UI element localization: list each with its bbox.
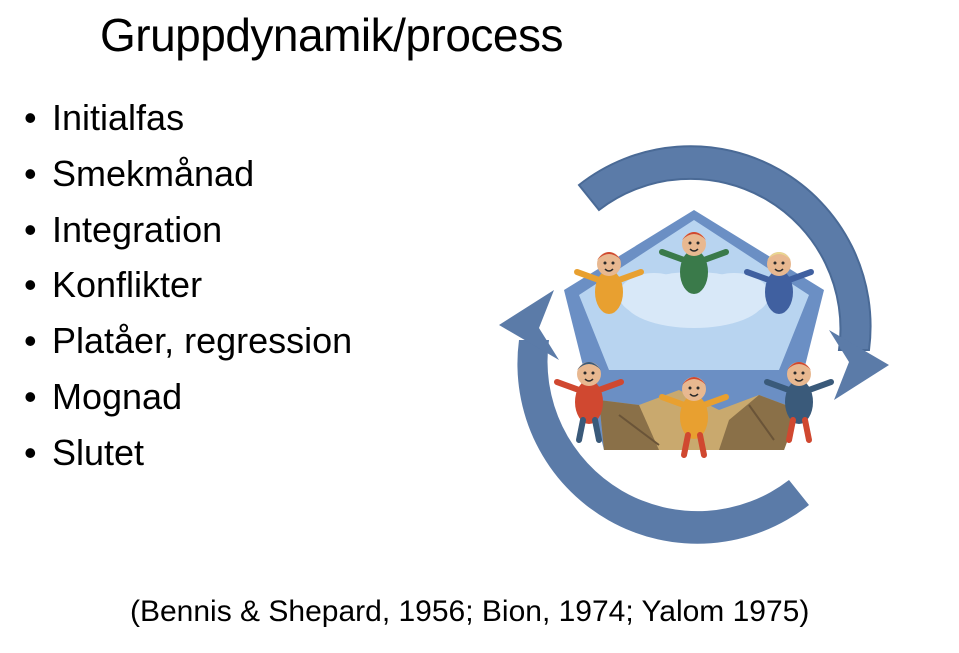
citation-text: (Bennis & Shepard, 1956; Bion, 1974; Yal… <box>130 595 809 629</box>
bullet-list: Initialfas Smekmånad Integration Konflik… <box>18 90 352 481</box>
bullet-item: Slutet <box>18 425 352 481</box>
cycle-illustration <box>459 100 929 570</box>
bullet-item: Initialfas <box>18 90 352 146</box>
bullet-item: Integration <box>18 202 352 258</box>
bullet-item: Konflikter <box>18 257 352 313</box>
bullet-item: Platåer, regression <box>18 313 352 369</box>
bullet-item: Mognad <box>18 369 352 425</box>
bullet-item: Smekmånad <box>18 146 352 202</box>
slide-title: Gruppdynamik/process <box>100 8 563 62</box>
